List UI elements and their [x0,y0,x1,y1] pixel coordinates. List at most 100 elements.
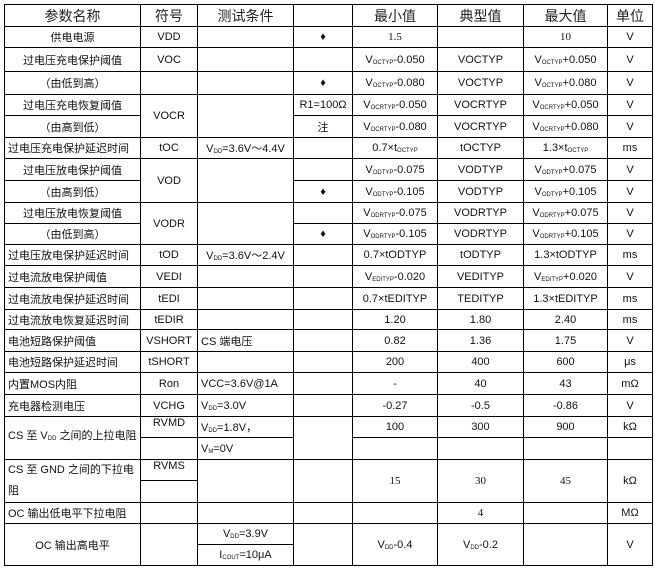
text-segment: V [364,270,373,283]
test-condition-cell: CS 端电压 [197,329,294,352]
max-value-cell: 1.3×tODTYP [523,244,608,266]
param-name-cell: CS 至 GND 之间的下拉电阻 [4,459,141,503]
subscript: OCRTYP [539,126,565,133]
note-cell [293,372,353,395]
subscript: EDITYP [372,276,394,283]
table-row: CS 至 VDD 之间的上拉电阻 RVMD VDD=1.8V， 100 300 900 kΩ [4,416,653,460]
min-value-cell: 1.5 [352,26,438,48]
text-segment: =0V [213,442,234,455]
symbol-cell: VOD [140,158,198,203]
typ-value-cell: 1.36 [437,329,524,352]
text-segment: V [365,53,373,66]
test-condition-cell [197,459,294,503]
subscript: M [208,448,214,455]
min-value-cell: 1.20 [352,309,438,330]
unit-cell: ms [607,287,653,310]
unit-cell: V [607,223,653,245]
text-segment: -0.105 [393,185,425,198]
text-segment: =3.0V [217,399,247,412]
table-row: 过电压放电保护阈值 VOD VODTYP-0.075 VODTYP VODTYP+0.0… [4,158,653,203]
table-row: 电池短路保护延迟时间 tSHORT 200 400 600 μs [4,351,653,373]
table-row: OC 输出高电平 VDD=3.9V VDD-0.4 VDD-0.2 V [4,523,653,566]
symbol-cell: RVMS [140,459,198,481]
typ-value-cell: 1.80 [437,309,524,330]
symbol-cell: tSHORT [140,351,198,373]
max-value-cell: VODTYP+0.075 [523,158,608,181]
text-segment: 0.7×t [372,142,398,154]
subscript: DD [208,405,218,412]
min-value-cell: VODTYP-0.105 [352,180,438,203]
min-value-cell: 200 [352,351,438,373]
test-condition-cell: VDD=3.9V [197,523,294,545]
typ-value-cell: VDD-0.2 [437,523,524,566]
max-value-cell: 45 [523,459,608,503]
text-segment: +0.050 [564,99,599,111]
test-condition-cell [197,502,294,524]
param-name-cell: CS 至 VDD 之间的上拉电阻 [4,416,141,460]
param-name-cell: 内置MOS内阻 [4,372,141,395]
max-value-cell: 43 [523,372,608,395]
test-condition-cell [197,309,294,330]
test-condition-cell [197,26,294,48]
unit-cell: MΩ [607,502,653,524]
subscript: EDITYP [541,276,564,283]
typ-value-cell: 30 [437,459,524,503]
text-segment: +0.080 [564,120,599,133]
min-value-cell: -0.27 [352,394,438,417]
column-header-test-condition: 测试条件 [197,4,294,27]
typ-value-cell: -0.5 [437,394,524,417]
text-segment: -0.050 [393,53,425,66]
test-condition-cell: ICOUT=10μA [197,544,294,566]
subscript: DD [213,256,223,262]
param-name-cell: 过电流放电保护阈值 [4,265,141,288]
subscript: OCTYP [372,83,394,89]
text-segment: V [534,53,542,66]
param-name-cell: 过电压充电保护延迟时间 [4,137,141,159]
symbol-cell: tOD [140,244,198,266]
table-row: 过电压充电恢复阈值 VOCR R1=100Ω VOCRTYP-0.050 VOCRTYP… [4,94,653,138]
param-name-cell: 电池短路保护阈值 [4,329,141,352]
note-diamond-icon: ♦ [293,180,353,203]
text-segment: -0.080 [395,120,427,133]
symbol-cell: RVMD [140,416,198,438]
test-condition-cell [197,287,294,310]
test-condition-cell [197,158,294,203]
note-cell [293,244,353,266]
min-value-cell: VOCRTYP-0.050 [352,94,438,116]
subscript: ODRTYP [539,234,565,240]
symbol-cell: VODR [140,202,198,245]
text-segment: I [219,549,223,561]
max-value-cell [523,502,608,524]
text-segment: -0.075 [395,207,427,219]
unit-cell: ms [607,244,653,266]
min-value-cell: VDD-0.4 [352,523,438,566]
text-segment: -0.2 [479,538,498,551]
subscript: DD [213,149,223,155]
unit-cell: ms [607,309,653,330]
text-segment: V [201,422,209,434]
text-segment: =3.9V [238,528,269,540]
max-value-cell: VOCRTYP+0.080 [523,115,608,138]
param-name-cell: 充电器检测电压 [4,394,141,417]
subscript: DD [470,544,480,551]
text-segment: V [201,442,209,455]
note-cell [293,287,353,310]
unit-cell: kΩ [607,459,653,503]
note-cell: R1=100Ω [293,94,353,116]
text-segment: V [534,77,542,89]
subscript: ODTYP [541,169,563,176]
min-value-cell [352,437,438,460]
unit-cell: V [607,265,653,288]
table-row: 电池短路保护阈值 VSHORT CS 端电压 0.82 1.36 1.75 V [4,329,653,352]
text-segment: V [206,250,214,262]
unit-cell: V [607,394,653,417]
column-header-unit: 单位 [607,4,653,27]
text-segment: +0.075 [564,207,599,219]
param-name-cell: （由低到高） [4,71,141,95]
text-segment: V [365,163,373,176]
min-value-cell: VODRTYP-0.075 [352,202,438,224]
test-condition-cell: VDD=3.0V [197,394,294,417]
subscript: DD [384,544,394,551]
max-value-cell: VODTYP+0.105 [523,180,608,203]
note-cell [293,523,353,566]
